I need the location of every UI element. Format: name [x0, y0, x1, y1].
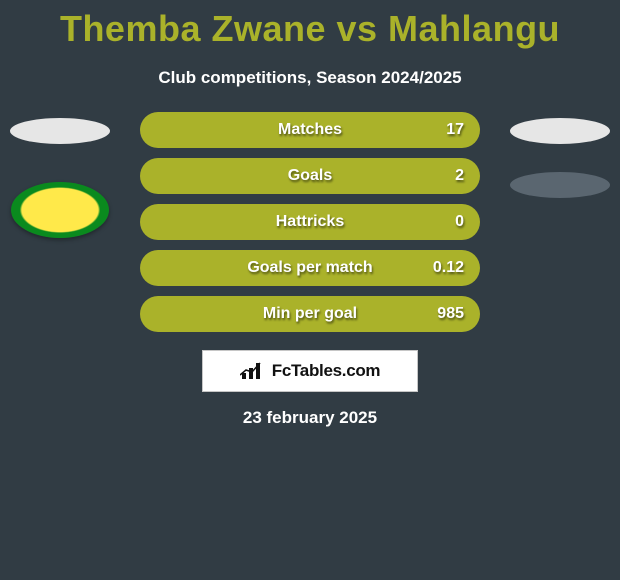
stat-row: Goals per match 0.12 [140, 250, 480, 286]
club-crest-right-placeholder [510, 172, 610, 198]
stat-label: Matches [204, 121, 416, 139]
player-left-avatar-placeholder [10, 118, 110, 144]
stat-row: Matches 17 [140, 112, 480, 148]
club-crest-left [11, 182, 109, 238]
stat-label: Goals per match [204, 259, 416, 277]
player-right-avatar-placeholder [510, 118, 610, 144]
stat-row: Goals 2 [140, 158, 480, 194]
stat-label: Hattricks [204, 213, 416, 231]
stat-row: Hattricks 0 [140, 204, 480, 240]
bar-chart-icon [240, 361, 266, 381]
stat-rows: Matches 17 Goals 2 Hattricks 0 Goals per… [140, 112, 480, 342]
page-title: Themba Zwane vs Mahlangu [0, 0, 620, 50]
stat-right-value: 0 [416, 213, 464, 231]
stat-right-value: 985 [416, 305, 464, 323]
stat-label: Goals [204, 167, 416, 185]
stat-right-value: 2 [416, 167, 464, 185]
date-text: 23 february 2025 [0, 408, 620, 428]
brand-box: FcTables.com [202, 350, 418, 392]
stat-right-value: 0.12 [416, 259, 464, 277]
subtitle: Club competitions, Season 2024/2025 [0, 68, 620, 88]
stat-right-value: 17 [416, 121, 464, 139]
compare-area: Matches 17 Goals 2 Hattricks 0 Goals per… [0, 112, 620, 342]
stat-label: Min per goal [204, 305, 416, 323]
brand-text: FcTables.com [272, 361, 381, 381]
stat-row: Min per goal 985 [140, 296, 480, 332]
player-right-column [500, 112, 620, 198]
player-left-column [0, 112, 120, 238]
